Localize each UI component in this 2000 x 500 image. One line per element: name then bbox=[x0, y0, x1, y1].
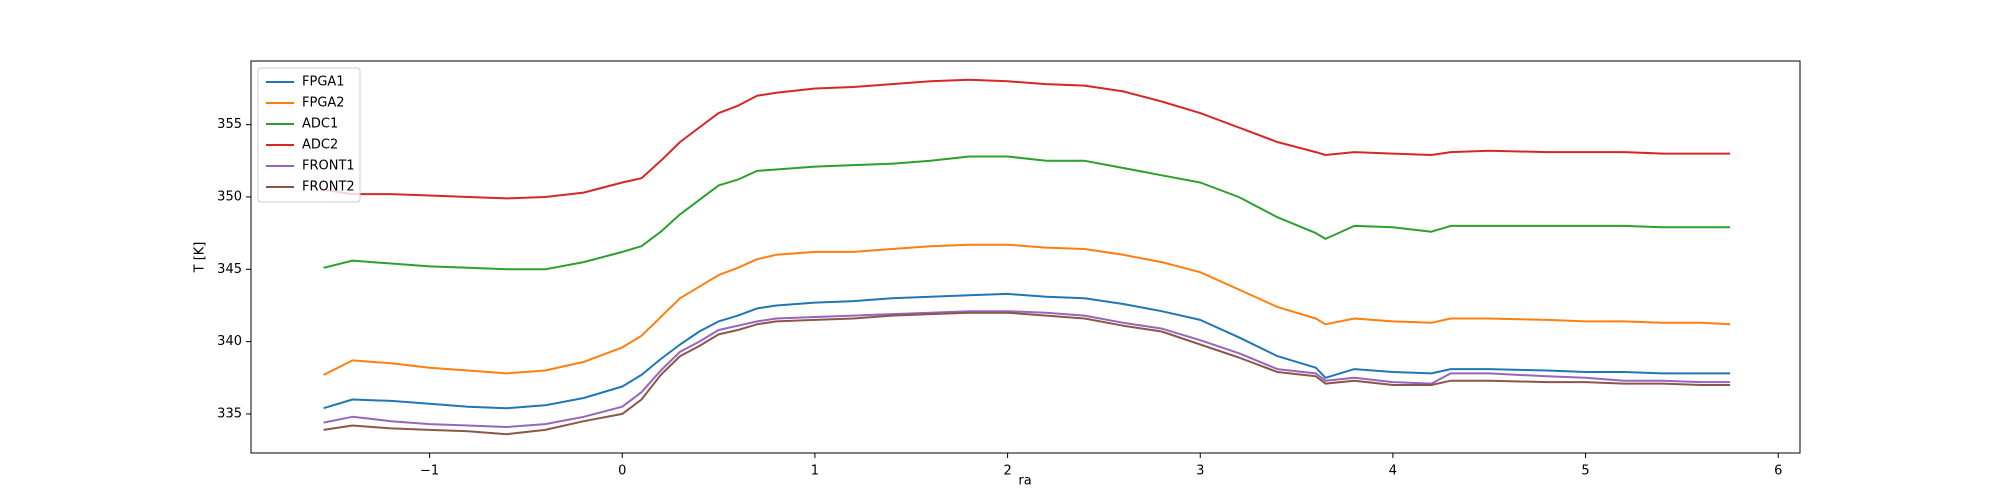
legend-label: FRONT1 bbox=[302, 159, 355, 174]
series-line bbox=[323, 310, 1731, 428]
legend-label: FPGA2 bbox=[302, 96, 345, 111]
y-tick-label: 335 bbox=[217, 406, 242, 421]
legend-box bbox=[257, 67, 361, 203]
x-tick-label: 3 bbox=[1196, 464, 1204, 479]
y-tick-label: 340 bbox=[217, 334, 242, 349]
legend-label: ADC1 bbox=[302, 117, 338, 132]
legend-label: FRONT2 bbox=[302, 180, 355, 195]
y-tick-label: 345 bbox=[217, 262, 242, 277]
y-tick-label: 355 bbox=[217, 117, 242, 132]
legend: FPGA1 FPGA2 ADC1 ADC2 FRONT1 FRONT2 bbox=[257, 67, 361, 203]
legend-label: FPGA1 bbox=[302, 75, 345, 90]
x-axis-label: ra bbox=[1018, 474, 1031, 489]
x-tick-label: 4 bbox=[1389, 464, 1397, 479]
series-line bbox=[323, 311, 1731, 436]
x-tick-label: 5 bbox=[1581, 464, 1589, 479]
plot-frame bbox=[250, 60, 1801, 454]
x-tick-label: −1 bbox=[420, 464, 439, 479]
y-tick-label: 350 bbox=[217, 189, 242, 204]
y-axis-label: T [K] bbox=[193, 242, 208, 274]
series-line bbox=[323, 243, 1731, 376]
legend-label: ADC2 bbox=[302, 138, 338, 153]
x-tick-label: 1 bbox=[811, 464, 819, 479]
x-tick-label: 0 bbox=[618, 464, 626, 479]
series-line bbox=[323, 292, 1731, 410]
x-tick-label: 6 bbox=[1774, 464, 1782, 479]
series-line bbox=[323, 155, 1731, 271]
x-tick-label: 2 bbox=[1003, 464, 1011, 479]
series-line bbox=[323, 78, 1731, 200]
